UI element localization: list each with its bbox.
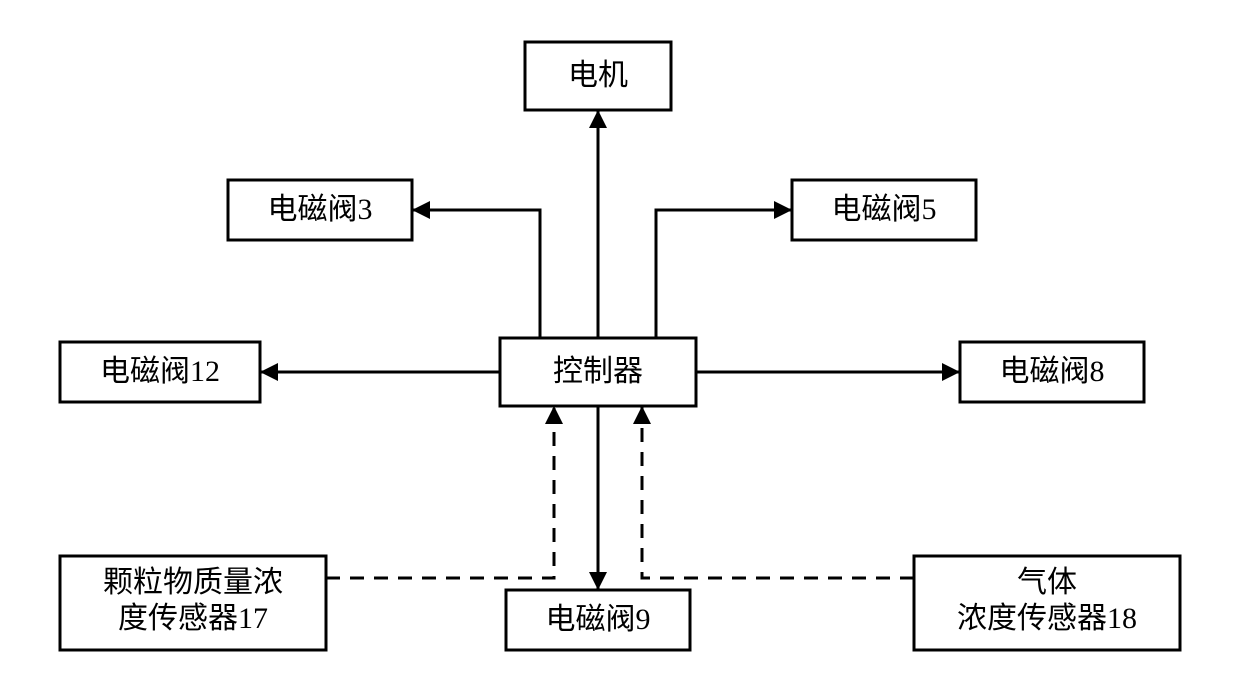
node-motor: 电机 (525, 42, 671, 110)
node-label: 气体 (1017, 566, 1077, 599)
arrow-head (589, 110, 607, 128)
node-label: 颗粒物质量浓 (103, 566, 283, 599)
node-label: 电机 (568, 59, 628, 92)
node-label: 控制器 (553, 355, 643, 388)
solid-connector (656, 210, 792, 338)
node-valve3: 电磁阀3 (228, 180, 412, 240)
node-label: 浓度传感器18 (957, 602, 1137, 635)
dashed-connector (642, 406, 914, 578)
arrow-head (545, 406, 563, 424)
node-label: 电磁阀12 (100, 355, 220, 388)
node-label: 度传感器17 (118, 602, 268, 635)
node-label: 电磁阀3 (268, 193, 373, 226)
arrow-head (260, 363, 278, 381)
node-controller: 控制器 (500, 338, 696, 406)
dashed-connector (326, 406, 554, 578)
node-gas_sensor: 气体浓度传感器18 (914, 556, 1180, 650)
node-particle_sensor: 颗粒物质量浓度传感器17 (60, 556, 326, 650)
arrow-head (633, 406, 651, 424)
node-label: 电磁阀8 (1000, 355, 1105, 388)
node-valve8: 电磁阀8 (960, 342, 1144, 402)
node-valve12: 电磁阀12 (60, 342, 260, 402)
solid-connector (412, 210, 540, 338)
node-valve9: 电磁阀9 (506, 590, 690, 650)
arrow-head (589, 572, 607, 590)
arrow-head (942, 363, 960, 381)
arrow-head (412, 201, 430, 219)
node-label: 电磁阀9 (546, 603, 651, 636)
arrow-head (774, 201, 792, 219)
node-valve5: 电磁阀5 (792, 180, 976, 240)
node-label: 电磁阀5 (832, 193, 937, 226)
